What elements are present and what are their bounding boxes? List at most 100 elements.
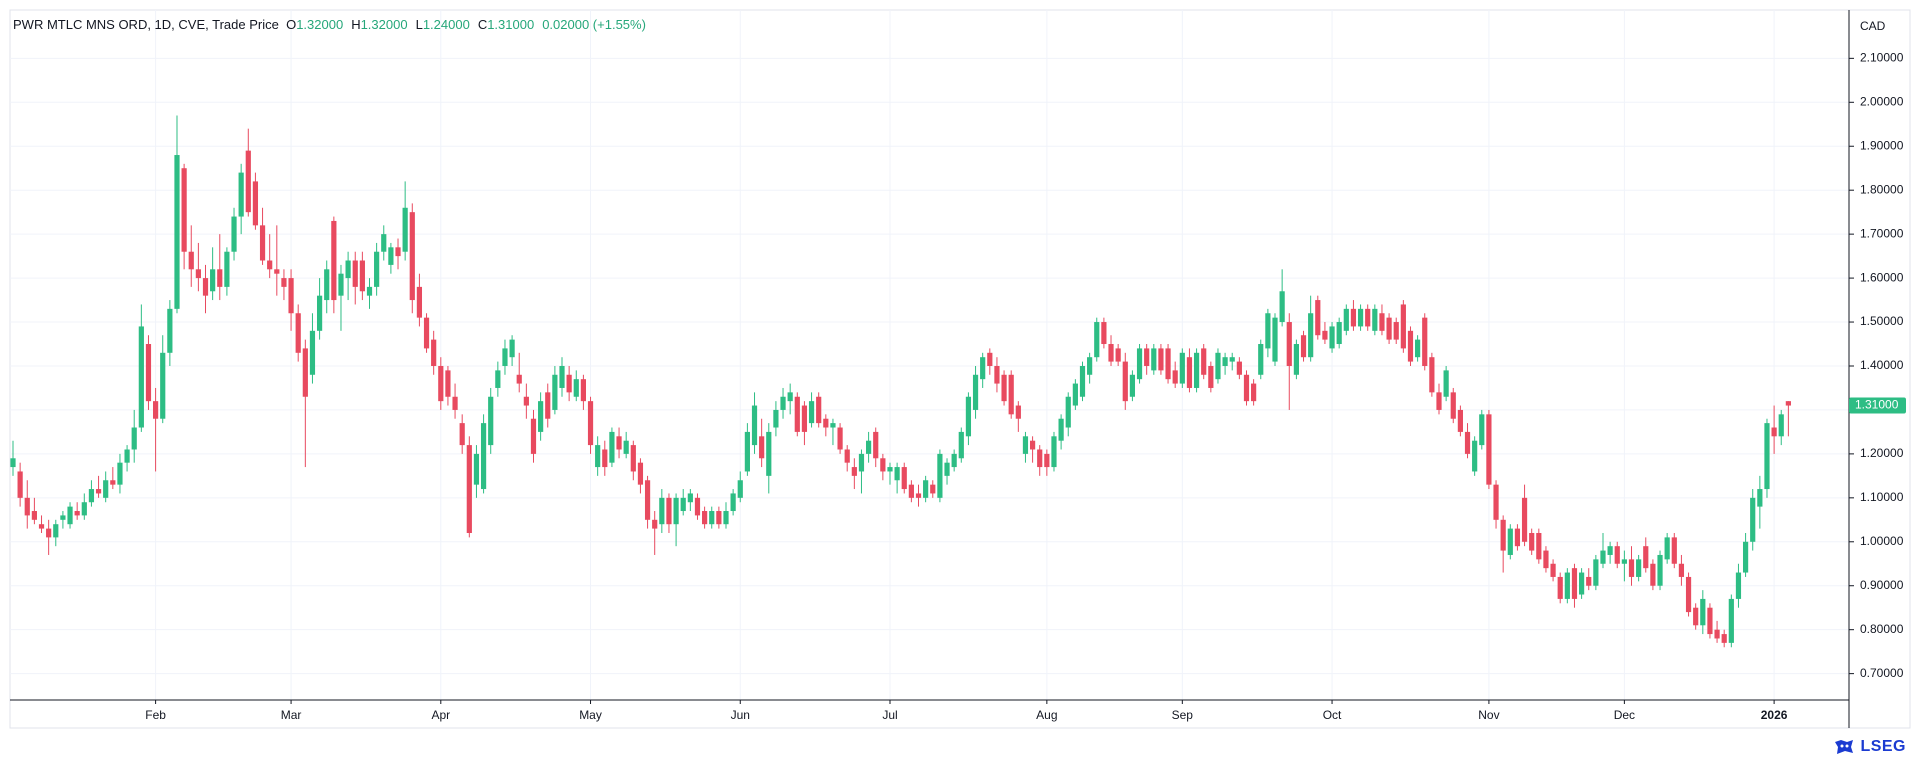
candle-body [1179,352,1185,384]
x-tick-label: Nov [1478,708,1499,722]
candle-body [1600,550,1606,564]
candle-body [1507,528,1513,555]
candle-body [623,440,629,454]
candle-body [1222,357,1228,366]
candle-body [153,401,159,419]
candle-body [637,462,644,485]
candle-body [1386,317,1392,340]
candle-body [1236,361,1242,375]
brand-icon [1835,740,1854,754]
candle-body [195,269,201,279]
candle-body [1693,607,1699,626]
candle-body [751,405,758,446]
candle-body [559,365,565,388]
candles [10,115,1791,648]
candle-body [965,396,972,437]
candle-body [431,339,437,366]
candle-body [160,352,166,419]
candle-body [1500,519,1506,551]
candle-body [1443,370,1449,397]
candle-body [545,392,551,419]
candle-body [1728,598,1734,643]
candle-body [259,225,266,261]
candle-body [374,251,380,287]
candle-body [844,449,850,463]
candle-body [1472,440,1478,472]
candle-body [1379,313,1385,331]
candle-body [687,493,693,503]
candle-body [1735,572,1742,599]
candle-body [595,445,601,468]
candle-body [366,286,373,296]
candle-body [145,344,152,402]
brand-name: LSEG [1860,738,1906,755]
candle-body [766,431,772,476]
candle-body [523,396,529,406]
y-tick-label: 2.00000 [1860,94,1904,108]
candle-body [1251,383,1257,402]
candle-body [858,453,865,472]
legend-key: C [477,17,488,32]
candle-body [117,462,123,485]
candle-body [302,348,308,397]
candle-body [730,493,736,512]
candle-body [395,247,401,257]
candle-body [1764,423,1770,490]
candle-body [167,308,173,353]
candle-body [359,260,365,292]
candle-body [81,502,87,516]
y-tick-label: 0.70000 [1860,666,1904,680]
candle-body [438,365,444,402]
candle-body [1621,559,1627,564]
candle-body [1357,308,1364,327]
candle-body [1193,352,1200,388]
candle-body [1001,374,1007,402]
candle-body [480,423,487,490]
candle-body [1785,401,1791,406]
candle-body [1714,629,1720,639]
candle-body [1094,322,1100,358]
candle-body [381,234,387,252]
candle-body [10,458,16,468]
candle-body [509,339,515,358]
candle-body [1158,348,1164,371]
legend-key: O [286,17,297,32]
candle-body [794,396,800,432]
candle-body [972,374,979,410]
ohlc-legend: O1.32000 H1.32000 L1.24000 C1.31000 [286,17,542,32]
candle-body [402,207,408,252]
candle-body [245,150,251,213]
candle-body [416,286,423,318]
candle-body [1707,607,1713,635]
candle-body [60,515,66,520]
candle-body [837,427,843,450]
candle-body [1265,313,1271,349]
candle-body [309,330,316,375]
candle-body [1101,322,1107,345]
candle-body [1272,317,1278,362]
candle-body [1457,409,1463,432]
chart-frame [9,9,1911,729]
candle-body [958,431,964,459]
legend-value: 1.24000 [422,17,470,32]
candle-body [231,216,237,252]
candle-body [1172,370,1178,384]
candle-body [1650,563,1656,586]
candle-body [1778,414,1784,437]
candle-body [1557,576,1563,599]
y-tick-label: 1.00000 [1860,534,1904,548]
candle-body [1614,546,1620,564]
candle-body [1550,563,1556,577]
candle-body [31,511,37,520]
candle-body [887,467,893,472]
candle-body [131,427,137,450]
candle-body [1514,528,1521,547]
candle-body [616,436,622,450]
candle-body [1436,392,1442,410]
candle-body [338,273,344,296]
x-tick-label: Oct [1323,708,1342,722]
candle-body [1300,335,1307,358]
candle-body [1258,344,1264,375]
